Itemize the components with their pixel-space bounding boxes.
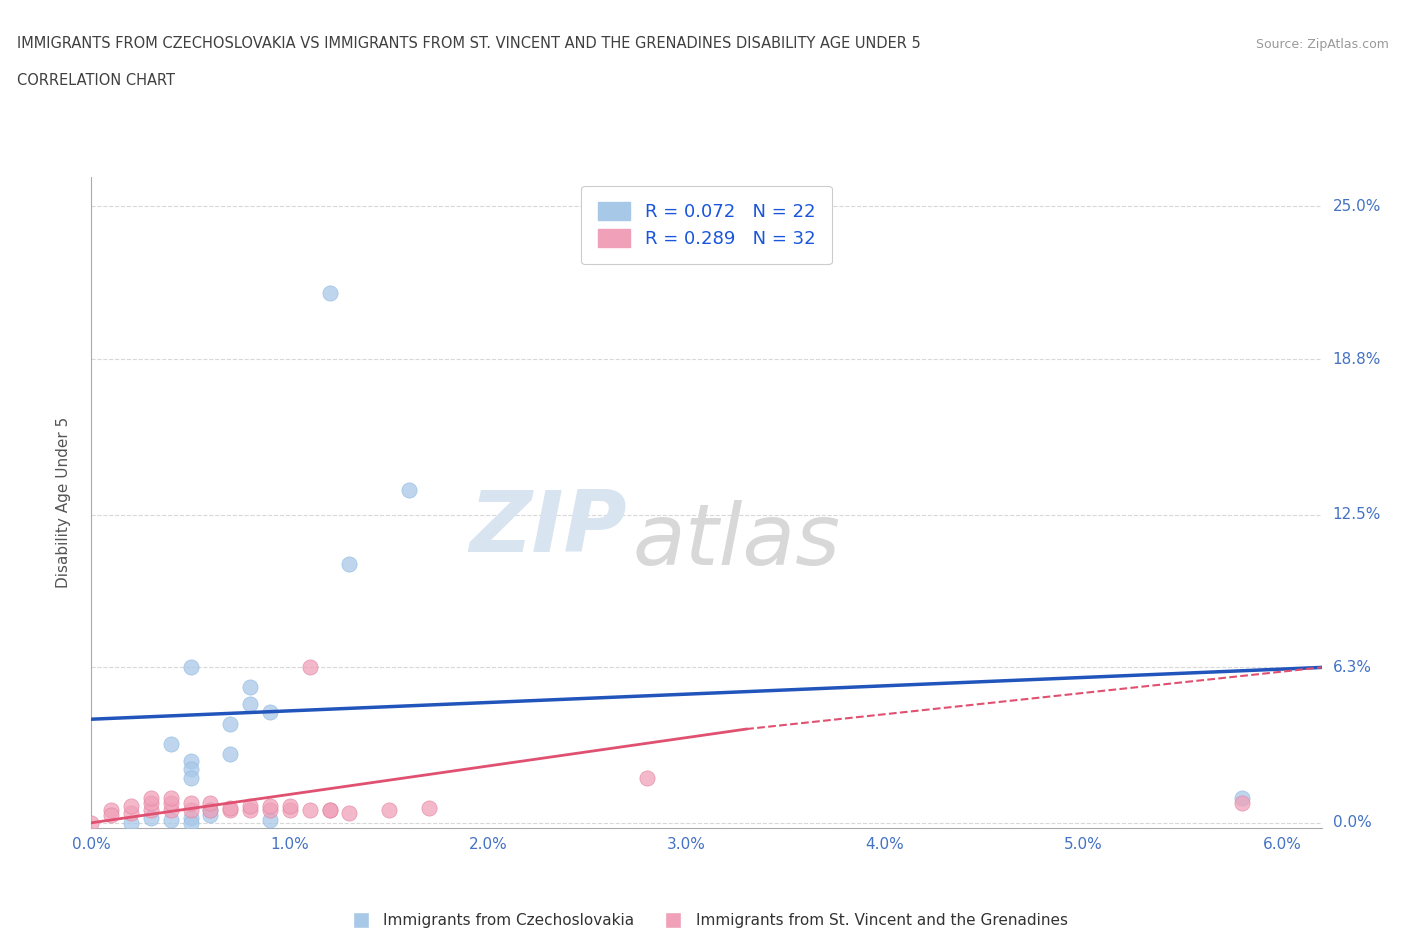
Point bbox=[318, 286, 340, 300]
Point bbox=[298, 803, 321, 817]
Point bbox=[200, 795, 222, 810]
Text: 0.0%: 0.0% bbox=[1333, 816, 1371, 830]
Point bbox=[120, 798, 142, 813]
Point bbox=[159, 737, 181, 751]
Point bbox=[636, 771, 658, 786]
Point bbox=[259, 798, 281, 813]
Point bbox=[159, 790, 181, 805]
Point bbox=[180, 816, 202, 830]
Point bbox=[418, 801, 440, 816]
Text: ZIP: ZIP bbox=[470, 486, 627, 570]
Point bbox=[219, 717, 242, 732]
Point bbox=[200, 808, 222, 823]
Point bbox=[120, 816, 142, 830]
Point bbox=[239, 697, 262, 711]
Text: IMMIGRANTS FROM CZECHOSLOVAKIA VS IMMIGRANTS FROM ST. VINCENT AND THE GRENADINES: IMMIGRANTS FROM CZECHOSLOVAKIA VS IMMIGR… bbox=[17, 36, 921, 51]
Point bbox=[139, 795, 162, 810]
Text: CORRELATION CHART: CORRELATION CHART bbox=[17, 73, 174, 88]
Point bbox=[298, 660, 321, 675]
Point bbox=[180, 771, 202, 786]
Point bbox=[1232, 795, 1254, 810]
Point bbox=[1232, 790, 1254, 805]
Legend: Immigrants from Czechoslovakia, Immigrants from St. Vincent and the Grenadines: Immigrants from Czechoslovakia, Immigran… bbox=[339, 907, 1074, 930]
Text: atlas: atlas bbox=[633, 499, 841, 583]
Point bbox=[100, 803, 122, 817]
Point bbox=[180, 795, 202, 810]
Point bbox=[180, 660, 202, 675]
Point bbox=[180, 810, 202, 825]
Point bbox=[100, 808, 122, 823]
Point bbox=[318, 803, 340, 817]
Point bbox=[259, 803, 281, 817]
Point bbox=[219, 746, 242, 761]
Point bbox=[259, 704, 281, 719]
Text: 6.3%: 6.3% bbox=[1333, 660, 1372, 675]
Point bbox=[337, 556, 360, 571]
Point bbox=[239, 680, 262, 695]
Point bbox=[398, 483, 420, 498]
Point bbox=[318, 803, 340, 817]
Text: 12.5%: 12.5% bbox=[1333, 507, 1381, 522]
Point bbox=[200, 803, 222, 817]
Point bbox=[239, 798, 262, 813]
Point bbox=[159, 803, 181, 817]
Point bbox=[159, 813, 181, 828]
Point bbox=[278, 798, 301, 813]
Point bbox=[259, 813, 281, 828]
Point bbox=[337, 805, 360, 820]
Point bbox=[219, 801, 242, 816]
Point bbox=[219, 803, 242, 817]
Point bbox=[180, 761, 202, 776]
Point bbox=[239, 803, 262, 817]
Point bbox=[120, 805, 142, 820]
Point bbox=[278, 803, 301, 817]
Text: 18.8%: 18.8% bbox=[1333, 352, 1381, 366]
Point bbox=[200, 803, 222, 817]
Point bbox=[180, 803, 202, 817]
Text: Source: ZipAtlas.com: Source: ZipAtlas.com bbox=[1256, 38, 1389, 51]
Point bbox=[80, 816, 103, 830]
Y-axis label: Disability Age Under 5: Disability Age Under 5 bbox=[56, 417, 70, 588]
Point bbox=[139, 810, 162, 825]
Text: 25.0%: 25.0% bbox=[1333, 199, 1381, 214]
Point bbox=[378, 803, 401, 817]
Point bbox=[159, 795, 181, 810]
Point bbox=[139, 790, 162, 805]
Point bbox=[180, 753, 202, 768]
Point bbox=[139, 803, 162, 817]
